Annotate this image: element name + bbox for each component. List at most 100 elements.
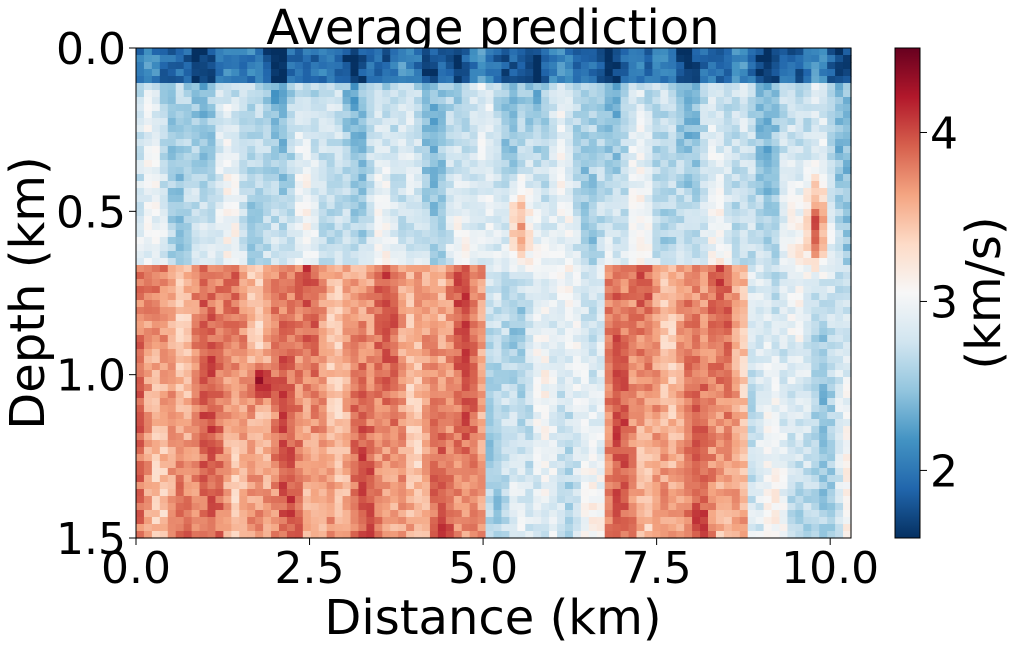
heatmap-cell xyxy=(382,335,391,343)
heatmap-cell xyxy=(406,223,415,231)
heatmap-cell xyxy=(469,230,479,238)
heatmap-cell xyxy=(620,237,630,245)
heatmap-cell xyxy=(255,426,264,434)
heatmap-cell xyxy=(763,209,773,217)
heatmap-cell xyxy=(843,412,852,420)
heatmap-cell xyxy=(239,328,248,336)
heatmap-cell xyxy=(239,160,248,168)
heatmap-cell xyxy=(271,188,280,196)
heatmap-cell xyxy=(779,146,789,154)
heatmap-cell xyxy=(620,146,630,154)
heatmap-cell xyxy=(207,342,217,350)
heatmap-cell xyxy=(811,125,820,133)
heatmap-cell xyxy=(318,391,328,399)
heatmap-cell xyxy=(239,286,248,294)
heatmap-cell xyxy=(302,167,312,175)
heatmap-cell xyxy=(485,174,495,182)
heatmap-cell xyxy=(382,188,391,196)
heatmap-cell xyxy=(477,272,487,280)
heatmap-cell xyxy=(143,426,153,434)
heatmap-cell xyxy=(763,132,773,140)
heatmap-cell xyxy=(763,398,773,406)
heatmap-cell xyxy=(843,321,852,329)
heatmap-cell xyxy=(215,153,224,161)
heatmap-cell xyxy=(350,146,360,154)
heatmap-cell xyxy=(811,328,820,336)
heatmap-cell xyxy=(207,363,217,371)
heatmap-cell xyxy=(294,412,304,420)
heatmap-cell xyxy=(477,412,487,420)
heatmap-cell xyxy=(843,111,852,119)
heatmap-cell xyxy=(334,237,344,245)
heatmap-cell xyxy=(533,251,542,259)
heatmap-cell xyxy=(223,181,232,189)
heatmap-cell xyxy=(604,118,614,126)
heatmap-cell xyxy=(382,370,391,378)
heatmap-cell xyxy=(382,356,391,364)
heatmap-cell xyxy=(382,76,391,84)
heatmap-cell xyxy=(485,104,495,112)
heatmap-cell xyxy=(596,356,606,364)
heatmap-cell xyxy=(700,48,709,56)
heatmap-cell xyxy=(382,153,391,161)
heatmap-cell xyxy=(358,97,367,105)
heatmap-cell xyxy=(700,286,709,294)
heatmap-cell xyxy=(755,328,765,336)
heatmap-cell xyxy=(668,279,677,287)
heatmap-cell xyxy=(437,244,447,252)
heatmap-cell xyxy=(835,363,844,371)
heatmap-cell xyxy=(318,223,328,231)
heatmap-cell xyxy=(414,328,423,336)
heatmap-cell xyxy=(572,328,582,336)
heatmap-cell xyxy=(580,384,590,392)
heatmap-cell xyxy=(175,286,185,294)
heatmap-cell xyxy=(263,405,272,413)
heatmap-cell xyxy=(644,279,653,287)
heatmap-cell xyxy=(676,356,685,364)
heatmap-cell xyxy=(755,258,765,266)
heatmap-cell xyxy=(318,321,328,329)
heatmap-cell xyxy=(652,181,661,189)
heatmap-cell xyxy=(684,426,693,434)
heatmap-cell xyxy=(263,391,272,399)
heatmap-cell xyxy=(231,132,240,140)
heatmap-cell xyxy=(779,160,789,168)
heatmap-cell xyxy=(827,139,836,147)
heatmap-cell xyxy=(509,167,518,175)
heatmap-cell xyxy=(326,97,336,105)
heatmap-cell xyxy=(239,356,248,364)
heatmap-cell xyxy=(342,90,352,98)
heatmap-cell xyxy=(525,384,534,392)
heatmap-cell xyxy=(692,104,701,112)
heatmap-cell xyxy=(469,370,479,378)
heatmap-cell xyxy=(620,223,630,231)
heatmap-cell xyxy=(739,426,749,434)
heatmap-cell xyxy=(310,146,320,154)
heatmap-cell xyxy=(795,314,804,322)
heatmap-cell xyxy=(310,153,320,161)
heatmap-cell xyxy=(167,398,177,406)
heatmap-cell xyxy=(676,118,685,126)
heatmap-cell xyxy=(835,237,844,245)
heatmap-cell xyxy=(517,391,526,399)
heatmap-cell xyxy=(644,160,653,168)
heatmap-cell xyxy=(302,132,312,140)
heatmap-cell xyxy=(453,62,463,70)
heatmap-cell xyxy=(588,237,598,245)
heatmap-cell xyxy=(406,69,415,77)
heatmap-cell xyxy=(596,62,606,70)
heatmap-cell xyxy=(159,48,169,56)
heatmap-cell xyxy=(366,363,375,371)
heatmap-cell xyxy=(572,118,582,126)
heatmap-cell xyxy=(302,391,312,399)
heatmap-cell xyxy=(660,118,669,126)
heatmap-cell xyxy=(501,314,510,322)
heatmap-cell xyxy=(811,419,820,427)
heatmap-cell xyxy=(660,69,669,77)
heatmap-cell xyxy=(501,132,510,140)
heatmap-cell xyxy=(414,300,423,308)
heatmap-cell xyxy=(453,48,463,56)
heatmap-cell xyxy=(143,335,153,343)
heatmap-cell xyxy=(803,132,812,140)
heatmap-cell xyxy=(509,412,518,420)
